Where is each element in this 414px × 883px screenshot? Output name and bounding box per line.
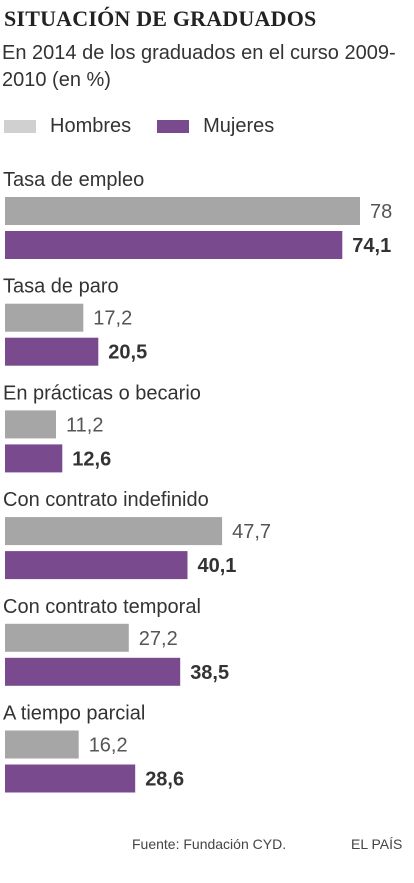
value-label-mujeres-tasa-de-empleo: 74,1 xyxy=(352,235,391,257)
category-label-tasa-de-paro: Tasa de paro xyxy=(3,276,119,298)
value-label-mujeres-contrato-temporal: 38,5 xyxy=(190,662,229,684)
value-label-hombres-tasa-de-empleo: 78 xyxy=(370,201,392,223)
legend-item-hombres: Hombres xyxy=(4,115,131,138)
category-label-tiempo-parcial: A tiempo parcial xyxy=(3,703,145,725)
bar-hombres-tasa-de-paro xyxy=(5,303,84,332)
source-note: Fuente: Fundación CYD. xyxy=(132,836,287,852)
legend-swatch-hombres xyxy=(4,120,36,133)
bar-hombres-en-practicas xyxy=(5,410,56,439)
legend-label-mujeres: Mujeres xyxy=(203,115,275,137)
category-label-contrato-temporal: Con contrato temporal xyxy=(3,596,201,618)
legend-item-mujeres: Mujeres xyxy=(157,115,274,138)
category-label-en-practicas: En prácticas o becario xyxy=(3,382,201,404)
legend-label-hombres: Hombres xyxy=(50,115,132,137)
bar-mujeres-tiempo-parcial xyxy=(5,764,136,793)
value-label-mujeres-tiempo-parcial: 28,6 xyxy=(145,769,184,791)
value-label-hombres-tasa-de-paro: 17,2 xyxy=(93,308,132,330)
value-label-hombres-contrato-indefinido: 47,7 xyxy=(232,521,271,543)
value-label-mujeres-tasa-de-paro: 20,5 xyxy=(108,342,147,364)
legend-swatch-mujeres xyxy=(157,120,190,133)
value-label-mujeres-en-practicas: 12,6 xyxy=(72,448,111,470)
bar-hombres-tiempo-parcial xyxy=(5,730,79,759)
bar-mujeres-tasa-de-paro xyxy=(5,337,99,366)
bar-hombres-tasa-de-empleo xyxy=(5,197,360,225)
publisher-brand: EL PAÍS xyxy=(351,836,403,852)
chart-subtitle: En 2014 de los graduados en el curso 200… xyxy=(2,42,396,91)
bar-chart: Tasa de empleo 78 74,1 Tasa de paro 17,2 20,5… xyxy=(3,169,392,793)
legend: Hombres Mujeres xyxy=(4,115,300,138)
bar-mujeres-en-practicas xyxy=(5,444,63,473)
value-label-mujeres-contrato-indefinido: 40,1 xyxy=(198,555,237,577)
bar-hombres-contrato-indefinido xyxy=(5,517,223,546)
bar-hombres-contrato-temporal xyxy=(5,623,129,652)
bar-mujeres-tasa-de-empleo xyxy=(5,231,343,259)
category-label-tasa-de-empleo: Tasa de empleo xyxy=(3,169,144,191)
category-label-contrato-indefinido: Con contrato indefinido xyxy=(3,489,209,511)
value-label-hombres-contrato-temporal: 27,2 xyxy=(139,628,178,650)
bar-mujeres-contrato-indefinido xyxy=(5,551,188,580)
chart-title: SITUACIÓN DE GRADUADOS xyxy=(4,6,317,31)
value-label-hombres-en-practicas: 11,2 xyxy=(66,414,103,436)
bar-mujeres-contrato-temporal xyxy=(5,657,181,686)
value-label-hombres-tiempo-parcial: 16,2 xyxy=(89,735,128,757)
